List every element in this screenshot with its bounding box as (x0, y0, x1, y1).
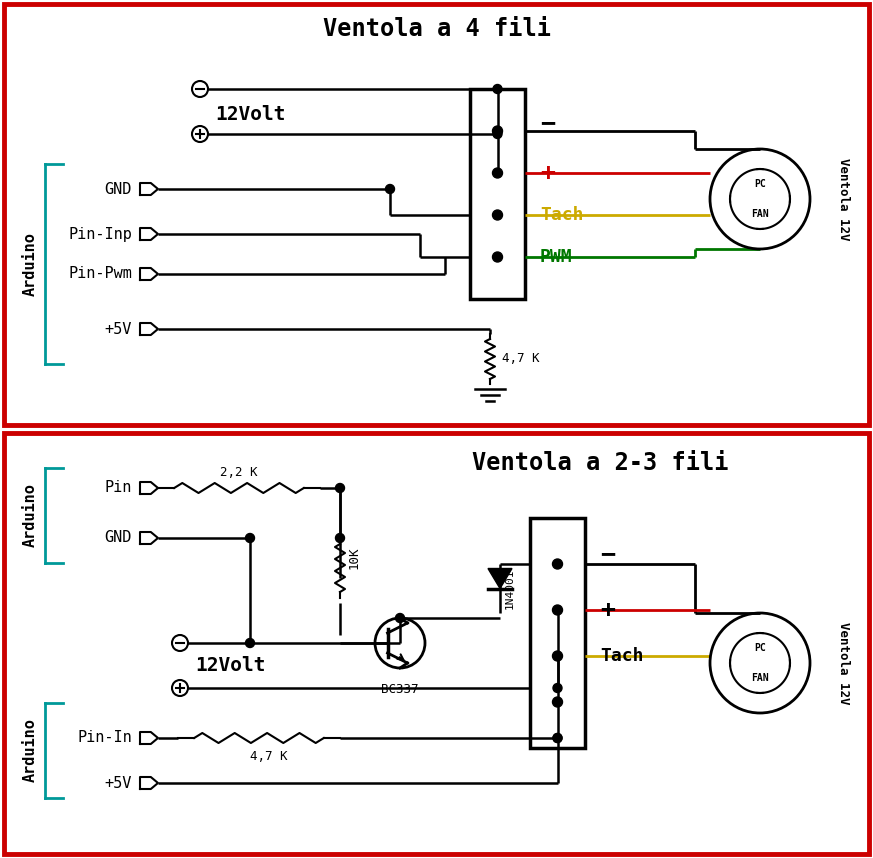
Text: Pin-Pwm: Pin-Pwm (68, 267, 132, 281)
Text: FAN: FAN (751, 209, 769, 219)
Text: Tach: Tach (540, 206, 583, 224)
Circle shape (492, 210, 503, 220)
Text: Arduino: Arduino (23, 718, 38, 782)
Text: −: − (540, 111, 555, 135)
Text: +: + (540, 161, 555, 185)
Text: Pin-Inp: Pin-Inp (68, 227, 132, 241)
Polygon shape (140, 777, 158, 789)
Text: BC337: BC337 (382, 683, 419, 696)
Circle shape (553, 734, 562, 742)
Polygon shape (140, 183, 158, 195)
Circle shape (553, 559, 562, 569)
Polygon shape (140, 532, 158, 544)
Circle shape (493, 130, 502, 138)
Text: 4,7 K: 4,7 K (251, 750, 288, 763)
Text: Arduino: Arduino (23, 484, 38, 547)
Text: +5V: +5V (105, 322, 132, 336)
Bar (530, 518, 585, 748)
Polygon shape (140, 268, 158, 280)
Text: GND: GND (105, 182, 132, 196)
Circle shape (335, 484, 345, 492)
Circle shape (492, 252, 503, 262)
Text: Ventola a 2-3 fili: Ventola a 2-3 fili (471, 451, 728, 475)
Text: +: + (600, 598, 615, 622)
Circle shape (553, 651, 562, 661)
Circle shape (386, 184, 395, 194)
Polygon shape (488, 569, 512, 589)
Circle shape (553, 684, 562, 692)
Circle shape (492, 168, 503, 178)
Text: Arduino: Arduino (23, 232, 38, 296)
Text: Ventola 12V: Ventola 12V (836, 158, 849, 240)
Text: 4,7 K: 4,7 K (502, 353, 540, 366)
Text: Tach: Tach (600, 647, 643, 665)
Text: GND: GND (105, 530, 132, 546)
Text: 10K: 10K (348, 547, 361, 569)
Text: 1N4001: 1N4001 (505, 568, 515, 608)
Circle shape (553, 605, 562, 615)
Circle shape (553, 734, 562, 742)
Polygon shape (140, 228, 158, 240)
Text: +5V: +5V (105, 776, 132, 790)
Bar (470, 89, 525, 299)
Text: PC: PC (754, 643, 766, 653)
Text: FAN: FAN (751, 673, 769, 683)
Text: 2,2 K: 2,2 K (220, 467, 258, 480)
Circle shape (492, 126, 503, 136)
Text: Ventola a 4 fili: Ventola a 4 fili (323, 17, 551, 41)
Polygon shape (140, 482, 158, 494)
Text: PWM: PWM (540, 248, 573, 266)
Circle shape (335, 534, 345, 542)
Circle shape (245, 638, 255, 648)
Text: Ventola 12V: Ventola 12V (836, 622, 849, 704)
Text: −: − (600, 542, 615, 566)
Text: 12Volt: 12Volt (195, 656, 265, 675)
Polygon shape (140, 732, 158, 744)
Text: Pin: Pin (105, 480, 132, 496)
Circle shape (395, 613, 404, 623)
Circle shape (553, 697, 562, 707)
Circle shape (493, 84, 502, 94)
Text: 12Volt: 12Volt (215, 105, 285, 124)
Circle shape (245, 534, 255, 542)
Text: Pin-In: Pin-In (77, 730, 132, 746)
Polygon shape (140, 323, 158, 335)
Text: PC: PC (754, 179, 766, 189)
